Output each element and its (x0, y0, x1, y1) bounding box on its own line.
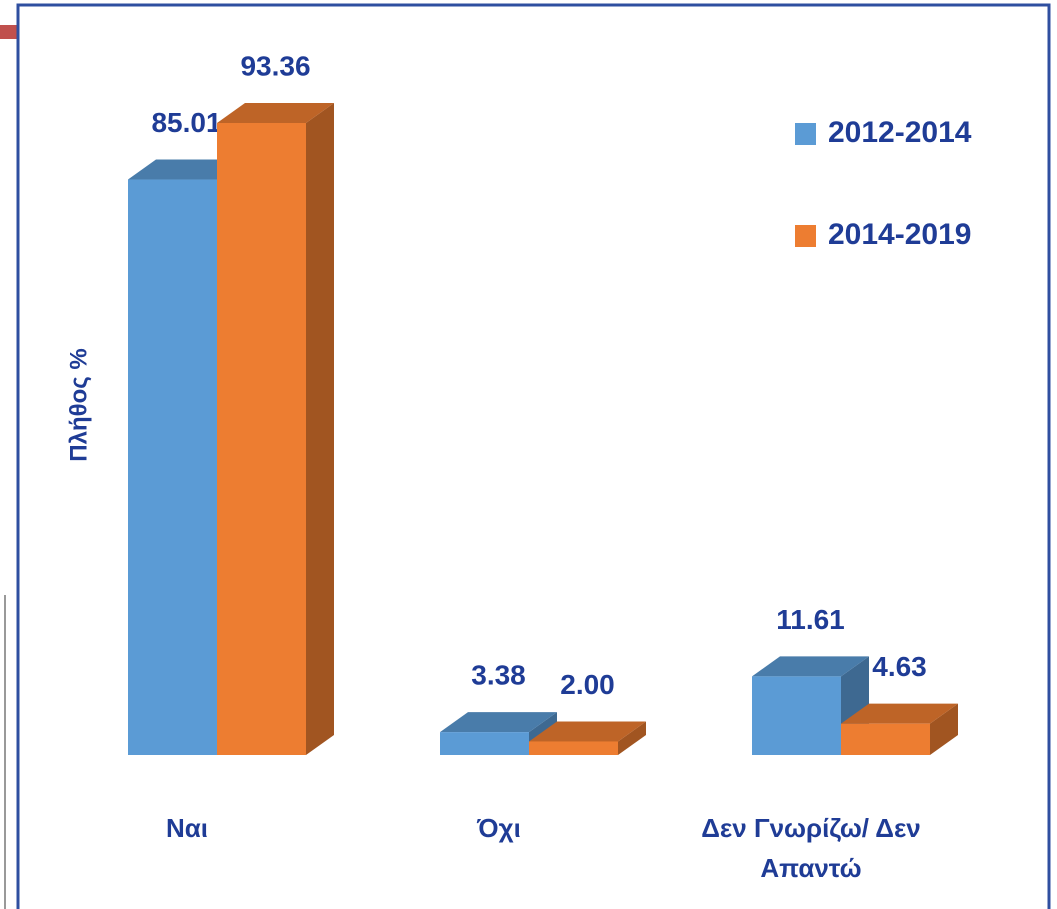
y-axis-label: Πλήθος % (65, 348, 92, 461)
x-tick-label: Δεν Γνωρίζω/ Δεν Απαντώ (701, 813, 921, 883)
bar-top (128, 159, 245, 180)
legend-label: 2012-2014 (828, 116, 972, 149)
x-tick-label: Ναι (166, 813, 208, 843)
bar-top (841, 703, 958, 724)
legend-swatch (795, 225, 816, 247)
bar (217, 103, 334, 755)
bar-front (128, 179, 217, 756)
legend-swatch (795, 123, 816, 145)
decoration (0, 25, 18, 39)
data-label: 11.61 (776, 604, 845, 635)
data-label: 2.00 (560, 669, 615, 700)
bar-side (930, 703, 958, 755)
bar-side (306, 103, 334, 755)
bar-top (752, 656, 869, 677)
data-label: 3.38 (471, 660, 526, 691)
bar (752, 656, 869, 755)
data-label: 85.01 (151, 107, 221, 138)
bar-front (752, 676, 841, 755)
bar (440, 712, 557, 755)
data-label: 4.63 (872, 651, 927, 682)
bar (529, 721, 646, 755)
bar-top (529, 721, 646, 742)
bar-front (217, 123, 306, 755)
bar-top (440, 712, 557, 733)
bar-top (217, 103, 334, 123)
bar (841, 703, 958, 755)
data-label: 93.36 (240, 50, 310, 81)
bar-side (618, 721, 646, 755)
bar-front (529, 741, 618, 755)
bar-front (440, 732, 529, 755)
bar-front (841, 723, 930, 755)
x-tick-label: Όχι (477, 813, 521, 843)
legend-label: 2014-2019 (828, 218, 971, 251)
